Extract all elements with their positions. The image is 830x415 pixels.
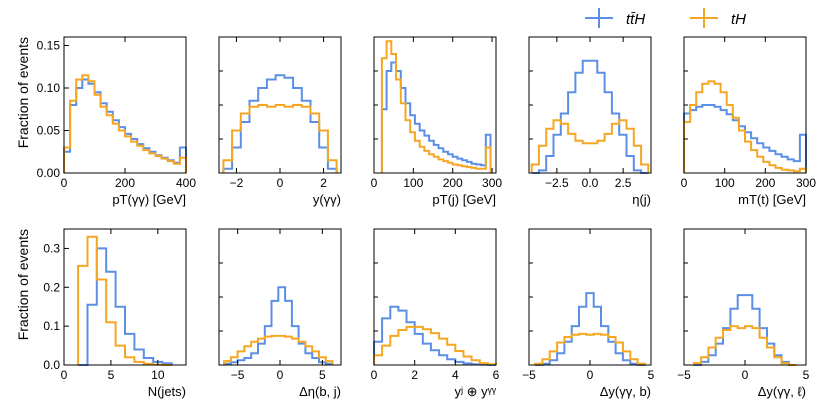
xlabel-3: η(j) — [632, 192, 651, 207]
panel-2: 0 100 200 300 pT(j) [GeV] — [371, 36, 502, 207]
xtick-label-3-0: −2.5 — [545, 176, 569, 190]
hist-tH-panel-9 — [692, 325, 797, 366]
xtick-label-4-2: 200 — [755, 176, 775, 190]
panel-4: 0 100 200 300 mT(t) [GeV] — [681, 36, 816, 207]
panel-0: 0 200 400 0.00 0.05 0.10 0.15 pT(γγ) [GeV] Fract… — [15, 36, 196, 207]
axes-frame-7 — [373, 228, 497, 366]
hist-tH-panel-6 — [223, 334, 334, 365]
xtick-label-2-2: 200 — [443, 176, 463, 190]
ytick-label-5-3: 0.3 — [43, 241, 60, 255]
xtick-label-2-0: 0 — [371, 176, 378, 190]
xlabel-6: Δη(b, j) — [299, 384, 341, 399]
hist-tH-panel-5 — [77, 235, 172, 366]
hist-tH-panel-3 — [530, 119, 650, 173]
xtick-label-1-2: 2 — [320, 176, 327, 190]
panel-3: −2.5 0.0 2.5η(j) — [528, 36, 652, 207]
xtick-label-3-1: 0.0 — [582, 176, 599, 190]
xtick-label-6-1: 0 — [277, 368, 284, 382]
legend-entry-tH: tH — [690, 8, 746, 28]
xtick-label-5-0: 0 — [61, 368, 68, 382]
hist-ttH-panel-2 — [380, 61, 492, 173]
hist-ttH-panel-3 — [531, 59, 649, 174]
panel-9: −5 0 5 Δy(γγ, ℓ) — [677, 228, 810, 399]
hist-ttH-panel-8 — [535, 292, 645, 366]
panel-6: −5 0 5 Δη(b, j) — [218, 228, 342, 399]
ytick-label-0-1: 0.05 — [37, 124, 61, 138]
axes-frame-5 — [63, 228, 187, 366]
panel-1: −2 0 2 y(γγ) — [218, 36, 342, 207]
legend: tt̄H tH — [585, 8, 746, 28]
axes-frame-8 — [528, 228, 652, 366]
xtick-label-7-0: 0 — [371, 368, 378, 382]
legend-label-tH: tH — [731, 11, 746, 28]
xtick-label-4-0: 0 — [681, 176, 688, 190]
panel-7: 0 2 4 6 yʲ ⊕ yᵞᵞ — [371, 228, 500, 399]
xlabel-7: yʲ ⊕ yᵞᵞ — [454, 384, 496, 399]
xtick-label-8-0: −5 — [522, 368, 536, 382]
ytick-label-5-0: 0.0 — [43, 358, 60, 372]
hist-ttH-panel-5 — [78, 247, 173, 366]
xtick-label-1-1: 0 — [277, 176, 284, 190]
hist-tH-panel-8 — [534, 332, 646, 365]
ytick-label-0-3: 0.15 — [37, 39, 61, 53]
xtick-label-6-0: −5 — [231, 368, 245, 382]
xlabel-0: pT(γγ) [GeV] — [112, 192, 186, 207]
ylabel-5: Fraction of events — [15, 229, 31, 340]
hist-ttH-panel-7 — [373, 305, 496, 366]
panel-5: 0 5 10 0.0 0.1 0.2 0.3 N(jets) Fraction of event… — [15, 228, 187, 399]
axes-frame-3 — [528, 36, 652, 174]
ytick-label-5-2: 0.2 — [43, 280, 60, 294]
legend-entry-ttH: tt̄H — [585, 8, 645, 28]
legend-label-ttH: tt̄H — [626, 11, 645, 28]
hist-tH-panel-0 — [63, 74, 187, 173]
xlabel-9: Δy(γγ, ℓ) — [758, 384, 806, 399]
axes-frame-0 — [63, 36, 187, 174]
xtick-label-5-1: 5 — [108, 368, 115, 382]
xtick-label-5-2: 10 — [151, 368, 165, 382]
xtick-label-8-2: 5 — [648, 368, 655, 382]
xtick-label-9-1: 0 — [742, 368, 749, 382]
xlabel-4: mT(t) [GeV] — [738, 192, 806, 207]
xlabel-1: y(γγ) — [313, 192, 341, 207]
xtick-label-7-3: 6 — [493, 368, 500, 382]
xtick-label-1-0: −2 — [230, 176, 244, 190]
xtick-label-0-2: 400 — [176, 176, 196, 190]
axes-frame-9 — [683, 228, 807, 366]
hist-ttH-panel-1 — [222, 74, 338, 173]
xtick-label-0-0: 0 — [61, 176, 68, 190]
ylabel-0: Fraction of events — [15, 37, 31, 148]
xtick-label-8-1: 0 — [587, 368, 594, 382]
hist-tH-panel-4 — [683, 80, 807, 173]
hist-tH-panel-7 — [373, 325, 497, 366]
xlabel-2: pT(j) [GeV] — [432, 192, 496, 207]
xlabel-8: Δy(γγ, b) — [600, 384, 651, 399]
xtick-label-9-0: −5 — [677, 368, 691, 382]
axes-frame-6 — [218, 228, 342, 366]
ytick-label-5-1: 0.1 — [43, 319, 60, 333]
xtick-label-6-2: 5 — [319, 368, 326, 382]
ytick-label-0-0: 0.00 — [37, 166, 61, 180]
xtick-label-0-1: 200 — [115, 176, 135, 190]
hist-tH-panel-2 — [380, 40, 492, 173]
xlabel-5: N(jets) — [148, 384, 186, 399]
hist-tH-panel-1 — [222, 104, 338, 173]
xtick-label-3-2: 2.5 — [615, 176, 632, 190]
xtick-label-2-3: 300 — [482, 176, 502, 190]
hist-ttH-panel-9 — [693, 294, 797, 366]
panel-8: −5 0 5 Δy(γγ, b) — [522, 228, 655, 399]
ytick-label-0-2: 0.10 — [37, 81, 61, 95]
axes-frame-2 — [373, 36, 497, 174]
xtick-label-2-1: 100 — [403, 176, 423, 190]
xtick-label-9-2: 5 — [803, 368, 810, 382]
xtick-label-7-1: 2 — [411, 368, 418, 382]
hist-ttH-panel-6 — [223, 286, 334, 365]
xtick-label-4-1: 100 — [715, 176, 735, 190]
xtick-label-4-3: 300 — [796, 176, 816, 190]
xtick-label-7-2: 4 — [452, 368, 459, 382]
